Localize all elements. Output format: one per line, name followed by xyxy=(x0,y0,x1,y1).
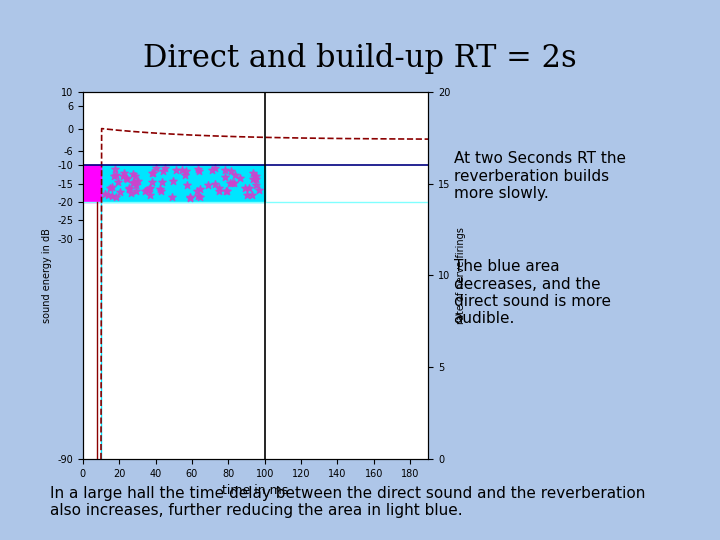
Point xyxy=(248,174,259,183)
Point xyxy=(117,171,128,180)
Point xyxy=(125,189,137,198)
Point xyxy=(210,179,221,188)
X-axis label: time in ms: time in ms xyxy=(222,484,289,497)
Point xyxy=(225,178,236,187)
Point xyxy=(127,178,139,187)
Point xyxy=(148,168,159,177)
Y-axis label: sound energy in dB: sound energy in dB xyxy=(42,228,52,323)
Point xyxy=(228,178,240,187)
Point xyxy=(220,166,231,174)
Point xyxy=(176,166,188,174)
Point xyxy=(247,168,258,177)
Point xyxy=(156,178,168,187)
Point xyxy=(229,170,240,179)
Point xyxy=(202,181,214,190)
Text: Direct and build-up RT = 2s: Direct and build-up RT = 2s xyxy=(143,43,577,74)
Point xyxy=(213,186,225,195)
Point xyxy=(251,181,262,190)
Point xyxy=(220,173,231,181)
Point xyxy=(141,186,153,195)
Text: At two Seconds RT the
reverberation builds
more slowly.: At two Seconds RT the reverberation buil… xyxy=(454,151,626,201)
Point xyxy=(246,190,257,199)
Point xyxy=(145,184,156,193)
Text: The blue area
decreases, and the
direct sound is more
audible.: The blue area decreases, and the direct … xyxy=(454,259,611,326)
Point xyxy=(206,166,217,175)
Point xyxy=(155,185,166,193)
Point xyxy=(132,177,143,185)
Point xyxy=(192,192,204,201)
Point xyxy=(253,185,265,194)
Point xyxy=(226,179,238,187)
Point xyxy=(184,193,195,201)
Point xyxy=(170,166,181,174)
Point xyxy=(222,186,233,195)
Point xyxy=(130,186,141,195)
Point xyxy=(118,169,130,178)
Point xyxy=(251,172,262,180)
Point xyxy=(180,167,192,176)
Point xyxy=(109,165,120,173)
Point xyxy=(181,180,192,189)
Point xyxy=(102,190,114,199)
Point xyxy=(121,174,132,183)
Point xyxy=(106,183,117,191)
Point xyxy=(166,193,178,202)
Point xyxy=(194,185,205,193)
Point xyxy=(155,186,166,195)
Point xyxy=(106,192,117,200)
Point xyxy=(121,175,132,184)
Point xyxy=(243,184,255,193)
Point xyxy=(150,164,161,172)
Point xyxy=(140,187,151,195)
Point xyxy=(192,165,204,173)
Y-axis label: rate of nerve firings: rate of nerve firings xyxy=(456,227,466,324)
Point xyxy=(241,191,253,199)
Point xyxy=(158,167,169,176)
Point xyxy=(220,187,232,195)
Point xyxy=(160,164,171,173)
Point xyxy=(192,187,203,195)
Point xyxy=(179,171,191,179)
Point xyxy=(146,169,158,178)
Point xyxy=(213,184,225,192)
Point xyxy=(143,185,154,194)
Point xyxy=(130,181,142,190)
Point xyxy=(127,170,139,179)
Point xyxy=(210,163,221,172)
Point xyxy=(194,193,206,201)
Point xyxy=(235,174,246,183)
Point xyxy=(250,174,261,183)
Point xyxy=(123,184,135,193)
Point xyxy=(130,172,141,181)
Point xyxy=(123,184,135,192)
Point xyxy=(114,188,126,197)
Point xyxy=(146,178,158,186)
Point xyxy=(104,184,116,193)
Point xyxy=(127,179,139,187)
Point xyxy=(193,166,204,175)
Point xyxy=(145,191,156,199)
Point xyxy=(108,171,120,180)
Point xyxy=(168,177,179,186)
Point xyxy=(100,190,112,198)
Text: In a large hall the time delay between the direct sound and the reverberation
al: In a large hall the time delay between t… xyxy=(50,486,646,518)
Point xyxy=(113,178,125,186)
Point xyxy=(184,194,196,202)
Point xyxy=(111,192,122,201)
Point xyxy=(239,184,251,192)
Point xyxy=(110,170,122,179)
Point xyxy=(225,167,237,176)
